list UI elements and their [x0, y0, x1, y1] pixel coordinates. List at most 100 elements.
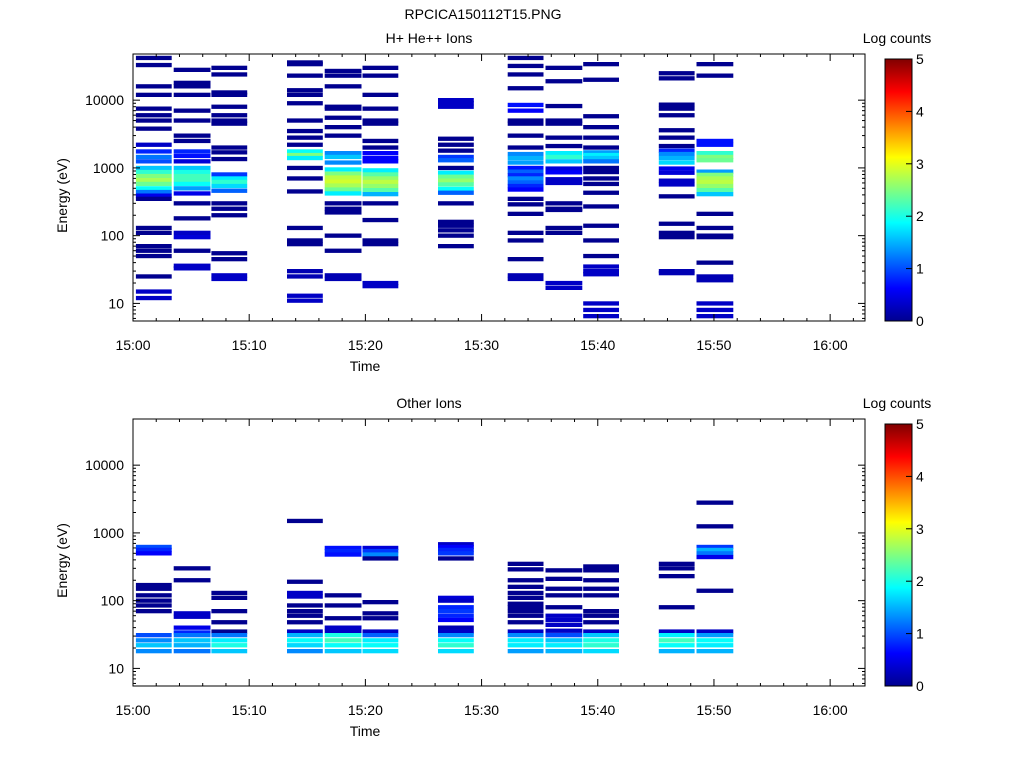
- heatmap-cell: [211, 172, 248, 177]
- heatmap-cell: [135, 638, 172, 643]
- panel-title: H+ He++ Ions: [386, 30, 473, 46]
- x-tick-label: 15:10: [232, 702, 267, 718]
- heatmap-cell: [287, 613, 323, 618]
- heatmap-cell: [173, 216, 211, 221]
- heatmap-cell: [287, 62, 323, 67]
- heatmap-cell: [583, 253, 619, 259]
- heatmap-cell: [135, 92, 172, 97]
- heatmap-cell: [583, 135, 619, 140]
- heatmap-cell: [545, 166, 583, 171]
- heatmap-cell: [696, 169, 734, 174]
- heatmap-cell: [362, 643, 399, 648]
- heatmap-cell: [696, 278, 734, 283]
- heatmap-cell: [173, 153, 211, 159]
- colorbar-tick-label: 4: [916, 468, 924, 484]
- heatmap-cell: [362, 545, 399, 551]
- heatmap-cell: [287, 225, 323, 231]
- heatmap-cell: [362, 118, 399, 123]
- heatmap-cell: [211, 104, 248, 109]
- heatmap-cell: [545, 225, 583, 231]
- heatmap-cell: [658, 113, 695, 118]
- heatmap-cell: [507, 257, 544, 262]
- heatmap-cell: [135, 186, 172, 191]
- heatmap-cell: [287, 649, 323, 654]
- heatmap-cell: [211, 179, 248, 185]
- heatmap-cell: [507, 643, 544, 648]
- heatmap-cell: [545, 593, 583, 598]
- heatmap-cell: [135, 551, 172, 556]
- heatmap-cell: [438, 190, 474, 195]
- heatmap-cell: [362, 73, 399, 78]
- heatmap-cell: [658, 649, 695, 654]
- heatmap-cell: [545, 177, 583, 182]
- heatmap-cell: [362, 284, 399, 289]
- heatmap-cell: [438, 136, 474, 141]
- heatmap-cell: [658, 106, 695, 111]
- heatmap-cell: [438, 165, 474, 171]
- heatmap-cell: [135, 118, 172, 123]
- heatmap-cell: [362, 600, 399, 605]
- heatmap-cell: [658, 102, 695, 107]
- heatmap-cell: [438, 643, 474, 648]
- heatmap-cell: [658, 605, 695, 610]
- heatmap-cell: [545, 154, 583, 160]
- heatmap-cell: [583, 204, 619, 209]
- heatmap-cell: [438, 104, 474, 109]
- heatmap-cell: [507, 118, 544, 123]
- heatmap-cell: [438, 605, 474, 610]
- heatmap-cell: [287, 101, 323, 106]
- heatmap-cell: [438, 201, 474, 206]
- heatmap-cell: [173, 181, 211, 187]
- heatmap-cell: [658, 76, 695, 81]
- heatmap-cell: [135, 178, 172, 183]
- heatmap-cell: [545, 643, 583, 648]
- heatmap-cell: [545, 568, 583, 573]
- heatmap-cell: [173, 173, 211, 179]
- heatmap-cell: [696, 179, 734, 185]
- heatmap-cell: [362, 183, 399, 189]
- heatmap-cell: [135, 165, 172, 171]
- heatmap-cell: [696, 544, 734, 550]
- heatmap-cell: [173, 611, 211, 616]
- heatmap-cell: [438, 551, 474, 556]
- plot-area: [133, 419, 865, 686]
- heatmap-cell: [324, 552, 362, 557]
- heatmap-cell: [135, 649, 172, 654]
- heatmap-cell: [507, 187, 544, 192]
- heatmap-cell: [696, 172, 734, 177]
- heatmap-cell: [696, 554, 734, 560]
- heatmap-cell: [324, 643, 362, 648]
- heatmap-cell: [507, 133, 544, 138]
- heatmap-cell: [583, 152, 619, 158]
- x-tick-label: 15:40: [580, 337, 615, 353]
- heatmap-cell: [507, 121, 544, 126]
- heatmap-cell: [438, 629, 474, 634]
- colorbar-tick-label: 0: [916, 313, 924, 329]
- x-tick-label: 15:10: [232, 337, 267, 353]
- y-tick-label: 1000: [93, 525, 124, 541]
- heatmap-cell: [696, 151, 734, 156]
- heatmap-cell: [324, 593, 362, 598]
- heatmap-cell: [583, 190, 619, 195]
- heatmap-cell: [135, 582, 172, 588]
- heatmap-cell: [287, 643, 323, 648]
- heatmap-cell: [135, 586, 172, 591]
- heatmap-cell: [545, 576, 583, 581]
- heatmap-cell: [211, 113, 248, 118]
- heatmap-cell: [135, 84, 172, 89]
- heatmap-cell: [287, 293, 323, 298]
- heatmap-cell: [135, 230, 172, 235]
- heatmap-cell: [211, 273, 248, 278]
- heatmap-cell: [507, 196, 544, 201]
- heatmap-cell: [583, 269, 619, 274]
- heatmap-cell: [696, 260, 734, 265]
- heatmap-cells: [135, 500, 734, 654]
- heatmap-cell: [362, 159, 399, 164]
- heatmap-cell: [658, 230, 695, 235]
- heatmap-cell: [696, 176, 734, 181]
- heatmap-cell: [362, 552, 399, 557]
- heatmap-cell: [658, 638, 695, 643]
- heatmap-cell: [287, 238, 323, 243]
- heatmap-cell: [173, 133, 211, 138]
- heatmap-cells: [135, 55, 734, 319]
